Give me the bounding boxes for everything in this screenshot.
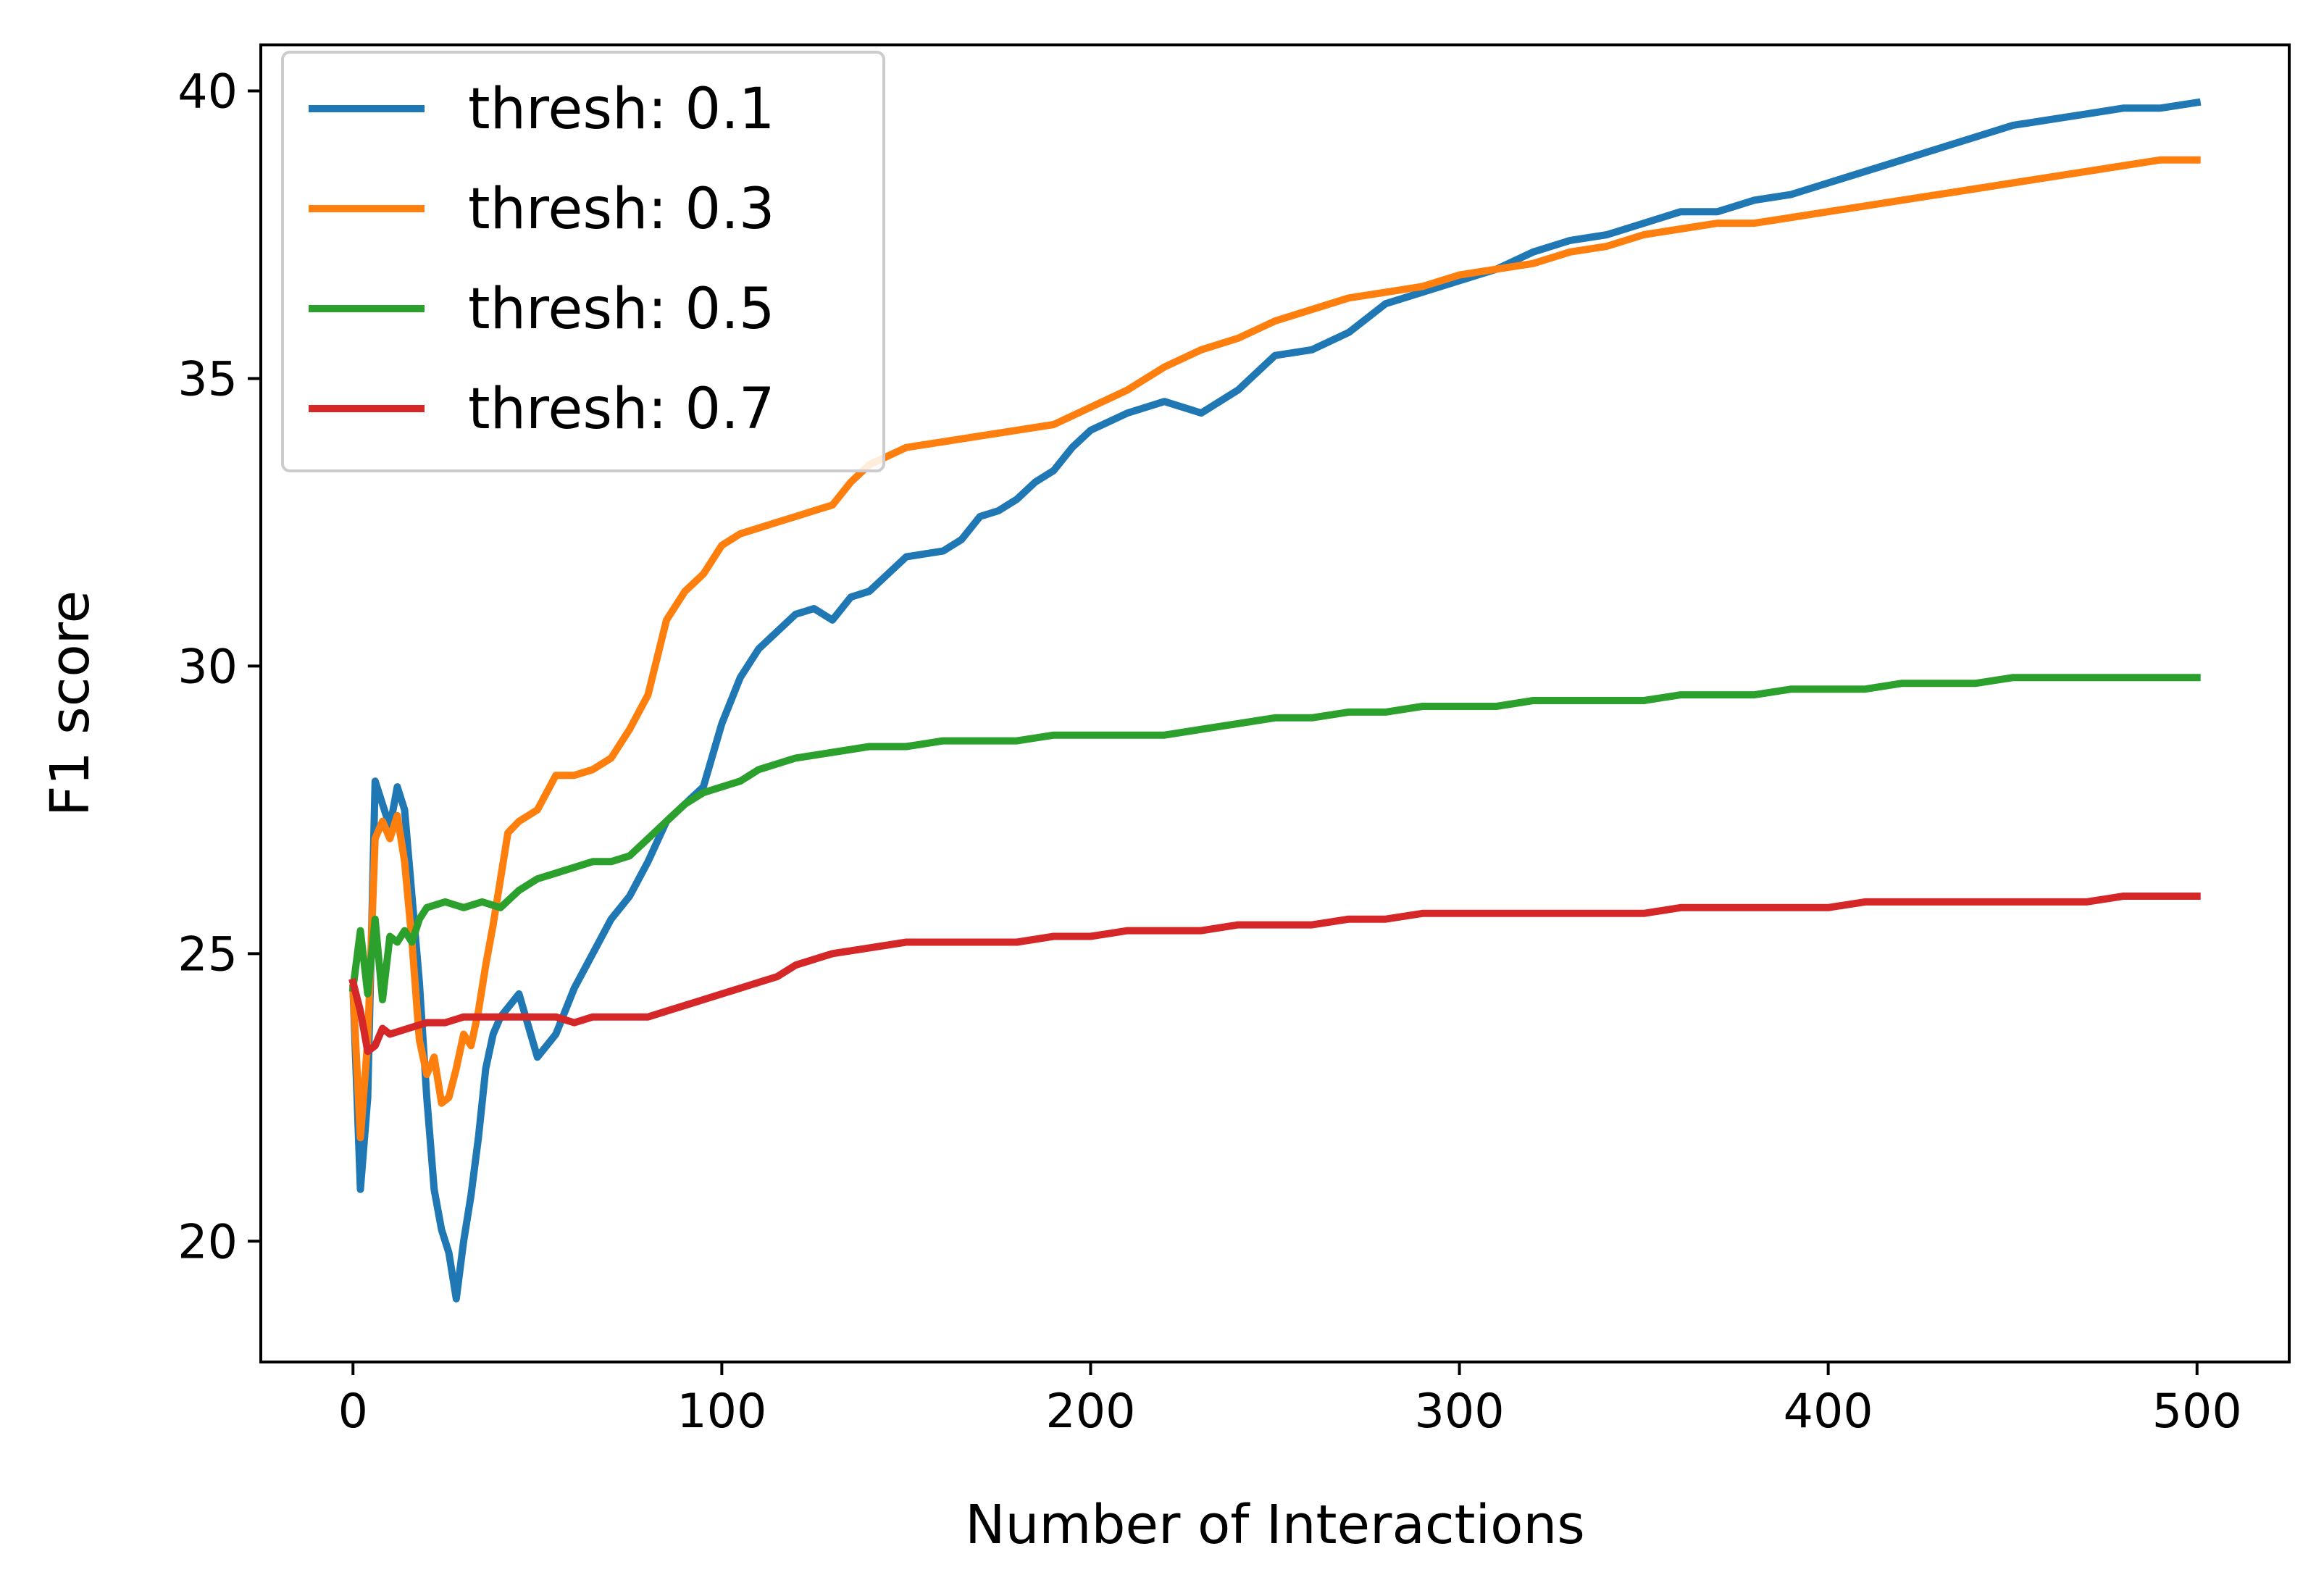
- axis-ticks: 0 100 200 300 400 500 20 25 30 35 40: [177, 65, 2241, 1439]
- x-tick-label: 300: [1415, 1384, 1505, 1439]
- legend-label: thresh: 0.1: [468, 77, 775, 142]
- y-tick-label: 25: [177, 927, 238, 982]
- series-line-3: [348, 674, 2201, 1003]
- x-tick-label: 100: [677, 1384, 766, 1439]
- y-axis-label: F1 score: [39, 590, 101, 816]
- y-tick-label: 30: [177, 640, 238, 694]
- legend-label: thresh: 0.5: [468, 277, 775, 342]
- series-line-2: [349, 156, 2201, 1142]
- series-line-4: [348, 893, 2201, 1056]
- legend: thresh: 0.1 thresh: 0.3 thresh: 0.5 thresh:…: [281, 51, 885, 472]
- series-lines: [348, 98, 2202, 1303]
- y-tick-label: 20: [177, 1215, 238, 1269]
- y-tick-label: 40: [177, 65, 238, 120]
- y-tick-label: 35: [177, 352, 238, 406]
- x-tick-label: 0: [338, 1384, 368, 1439]
- x-tick-label: 500: [2152, 1384, 2242, 1439]
- legend-label: thresh: 0.3: [468, 177, 775, 242]
- plot-area-frame: [259, 43, 2291, 1363]
- x-tick-label: 400: [1784, 1384, 1873, 1439]
- legend-label: thresh: 0.7: [468, 377, 775, 442]
- x-tick-label: 200: [1045, 1384, 1135, 1439]
- series-line-1: [349, 98, 2202, 1303]
- x-axis-label: Number of Interactions: [965, 1494, 1585, 1556]
- legend-box: [281, 51, 885, 472]
